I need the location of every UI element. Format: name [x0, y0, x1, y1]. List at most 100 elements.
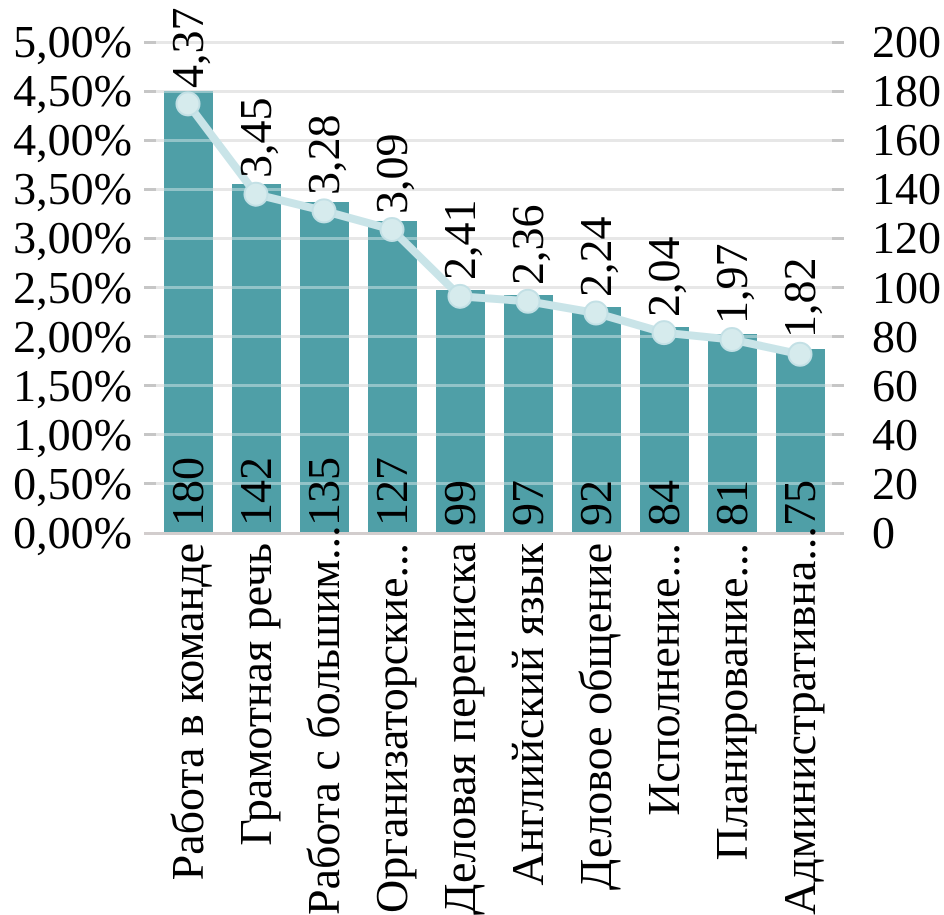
gridline — [154, 89, 834, 93]
category-label: Исполнение... — [638, 543, 689, 816]
bar — [707, 334, 757, 533]
left-axis-tick — [144, 433, 156, 437]
line-marker — [787, 341, 813, 367]
gridline — [154, 433, 834, 437]
gridline — [154, 236, 834, 240]
left-axis-tick-label: 3,00% — [13, 212, 132, 264]
category-label: Работа в команде — [162, 543, 213, 881]
gridline-overlay — [154, 89, 834, 93]
bar — [639, 326, 689, 533]
right-axis-tick — [832, 236, 844, 240]
gridline — [154, 286, 834, 289]
line-marker — [175, 91, 201, 117]
category-label: Работа с большим... — [298, 525, 349, 915]
left-axis-tick-label: 0,00% — [13, 507, 132, 558]
bar-value-label: 99 — [434, 480, 485, 526]
gridline — [154, 335, 834, 339]
right-axis-tick-label: 100 — [872, 261, 941, 313]
bar-value-label: 142 — [230, 457, 281, 526]
gridline-overlay — [154, 335, 834, 339]
bar — [503, 294, 553, 533]
gridline — [154, 40, 834, 44]
bar-value-label: 135 — [298, 457, 349, 526]
left-axis-tick-label: 1,50% — [13, 359, 132, 411]
right-axis-tick-label: 140 — [872, 163, 941, 215]
right-axis-tick-label: 60 — [872, 359, 918, 411]
left-axis-tick — [144, 40, 156, 44]
category-label: Организаторские... — [366, 543, 417, 913]
gridline-overlay — [154, 138, 834, 142]
line-path — [184, 99, 804, 359]
line-marker — [311, 198, 337, 224]
right-axis-tick-label: 20 — [872, 457, 918, 509]
line-value-label: 2,04 — [638, 236, 689, 317]
line-value-label: 2,41 — [434, 199, 485, 281]
line-marker — [243, 181, 269, 207]
left-axis-tick — [144, 384, 156, 388]
line-marker — [379, 217, 405, 243]
left-axis-tick — [144, 286, 156, 289]
right-axis-tick-label: 200 — [872, 16, 941, 67]
left-axis-tick-label: 5,00% — [13, 16, 132, 67]
left-axis-tick-label: 2,00% — [13, 310, 132, 362]
bar — [299, 201, 349, 533]
right-axis-tick — [832, 138, 844, 142]
bar-value-label: 81 — [706, 480, 757, 526]
left-axis-tick — [144, 335, 156, 339]
right-axis-tick-label: 40 — [872, 408, 918, 460]
right-axis-tick — [832, 40, 844, 44]
bar-value-label: 92 — [570, 480, 621, 526]
right-axis-tick — [832, 433, 844, 437]
bar-value-label: 127 — [366, 457, 417, 526]
category-label: Английский язык — [502, 543, 553, 886]
line-value-label: 4,37 — [162, 7, 213, 88]
left-axis-tick — [144, 236, 156, 240]
left-axis-tick — [144, 187, 156, 191]
line-value-label: 3,28 — [298, 114, 349, 195]
gridline-overlay — [154, 236, 834, 240]
right-axis-tick — [832, 286, 844, 289]
line-marker — [651, 320, 677, 346]
left-axis-tick — [144, 89, 156, 93]
line-value-label: 1,97 — [706, 243, 757, 324]
gridline-overlay — [154, 482, 834, 486]
right-axis-tick — [832, 482, 844, 486]
bar — [435, 289, 485, 533]
left-axis-tick-label: 2,50% — [13, 261, 132, 313]
line-value-label: 3,09 — [366, 133, 417, 214]
line-value-label: 2,24 — [570, 216, 621, 298]
line-marker — [515, 288, 541, 314]
right-axis-tick-label: 0 — [872, 507, 895, 558]
right-axis-tick — [832, 89, 844, 93]
right-axis-tick-label: 160 — [872, 114, 941, 166]
right-axis-tick-label: 180 — [872, 65, 941, 117]
gridline — [154, 138, 834, 142]
line-value-label: 3,45 — [230, 97, 281, 179]
right-axis-tick-label: 120 — [872, 212, 941, 264]
bar — [367, 221, 417, 533]
left-axis-tick-label: 3,50% — [13, 163, 132, 215]
bar-value-label: 97 — [502, 480, 553, 526]
bar-value-label: 180 — [162, 457, 213, 526]
gridline — [154, 187, 834, 191]
bar-value-label: 84 — [638, 480, 689, 526]
left-axis-tick-label: 1,00% — [13, 408, 132, 460]
left-axis-tick — [144, 138, 156, 142]
x-axis-line — [144, 531, 840, 535]
bar — [163, 91, 213, 533]
category-label: Деловое общение — [570, 543, 621, 891]
bar-value-label: 75 — [774, 480, 825, 526]
gridline — [154, 482, 834, 486]
right-axis-tick-label: 80 — [872, 310, 918, 362]
right-axis-tick — [832, 335, 844, 339]
gridline-overlay — [154, 286, 834, 289]
bar — [571, 307, 621, 533]
bar — [231, 184, 281, 533]
left-axis-tick — [144, 482, 156, 486]
line-value-label: 2,36 — [502, 204, 553, 286]
category-label: Планирование... — [706, 543, 757, 861]
gridline-overlay — [154, 433, 834, 437]
right-axis-tick — [832, 187, 844, 191]
